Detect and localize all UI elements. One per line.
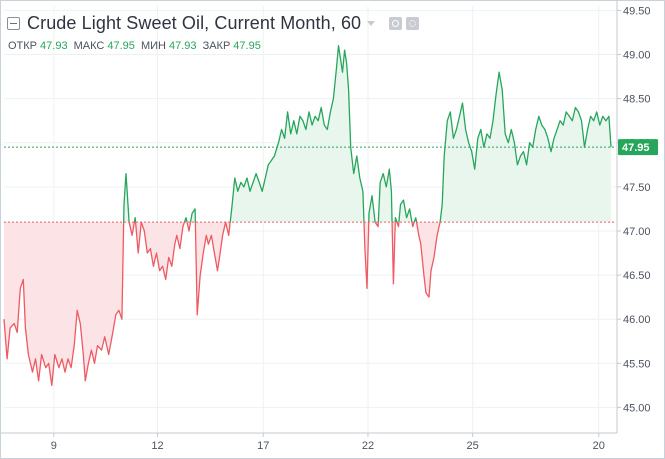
close-value: 47.95 — [233, 40, 261, 52]
chart-header: Crude Light Sweet Oil, Current Month, 60 — [7, 13, 420, 34]
y-tick-label: 46.00 — [623, 314, 651, 326]
price-line-up — [123, 45, 612, 223]
chart-title: Crude Light Sweet Oil, Current Month, 60 — [27, 13, 362, 33]
open-value: 47.93 — [40, 40, 68, 52]
x-tick-label: 17 — [257, 440, 269, 452]
x-tick-label: 22 — [362, 440, 374, 452]
low-value: 47.93 — [168, 40, 197, 52]
y-tick-label: 47.00 — [623, 226, 651, 238]
x-tick-label: 12 — [151, 440, 163, 452]
high-label: МАКС — [73, 40, 105, 52]
close-label: ЗАКР — [202, 40, 231, 52]
y-tick-label: 49.00 — [623, 50, 651, 62]
x-tick-label: 20 — [593, 440, 605, 452]
ohlc-legend: ОТКР 47.93 МАКС 47.95 МИН 47.93 ЗАКР 47.95 — [8, 40, 264, 52]
open-label: ОТКР — [8, 40, 38, 52]
y-tick-label: 48.50 — [623, 94, 651, 106]
area-below-baseline — [4, 222, 441, 386]
y-tick-label: 49.50 — [623, 5, 651, 17]
y-tick-label: 46.50 — [623, 270, 651, 282]
y-tick-label: 47.50 — [623, 182, 651, 194]
low-label: МИН — [140, 40, 166, 52]
x-tick-label: 9 — [51, 440, 57, 452]
x-tick-label: 25 — [467, 440, 479, 452]
y-tick-label: 45.00 — [623, 402, 651, 414]
gear-icon[interactable] — [406, 17, 420, 30]
price-line-down — [3, 222, 441, 387]
last-price-tag-bg — [618, 139, 658, 156]
high-value: 47.95 — [107, 40, 135, 52]
collapse-icon[interactable] — [7, 17, 20, 30]
x-axis[interactable]: 9 12 17 22 25 20 — [51, 433, 605, 452]
last-price-label: 47.95 — [622, 142, 650, 154]
price-series — [3, 45, 612, 387]
eye-icon[interactable] — [389, 17, 403, 30]
area-above-baseline — [4, 45, 611, 223]
y-axis[interactable]: 45.0045.5046.0046.5047.0047.5048.0048.50… — [617, 5, 651, 414]
chevron-down-icon[interactable] — [367, 21, 376, 26]
y-tick-label: 45.50 — [623, 358, 651, 370]
last-price-tag: 47.95 — [618, 139, 658, 156]
